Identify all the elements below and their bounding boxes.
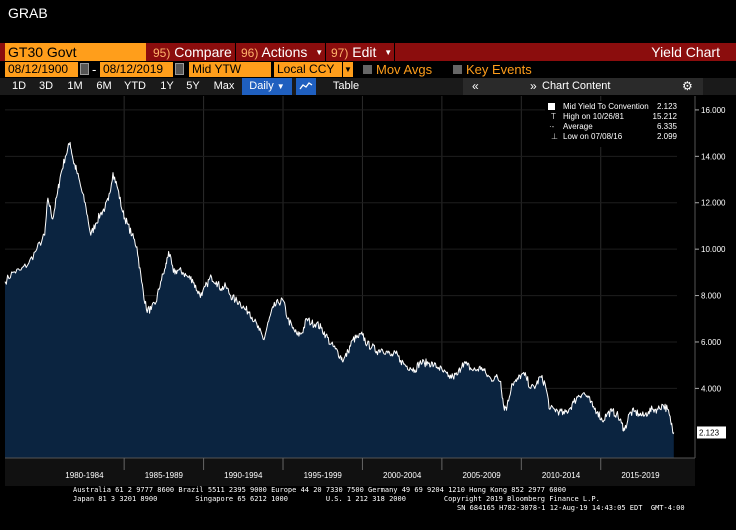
x-tick-label: 2000-2004 bbox=[383, 471, 422, 480]
period-5y[interactable]: 5Y bbox=[186, 80, 200, 92]
period-1d[interactable]: 1D bbox=[11, 80, 27, 92]
window-title: GRAB bbox=[8, 5, 48, 21]
x-tick-label: 2010-2014 bbox=[542, 471, 581, 480]
divider bbox=[394, 43, 395, 61]
legend-low-label: Low on 07/08/16 bbox=[563, 132, 623, 141]
y-axis-panel bbox=[695, 96, 735, 458]
legend-series-value: 2.123 bbox=[656, 102, 677, 111]
chart-content-label[interactable]: Chart Content bbox=[542, 80, 611, 92]
period-max[interactable]: Max bbox=[213, 80, 235, 92]
x-tick-label: 1995-1999 bbox=[304, 471, 343, 480]
double-chevron-left-icon[interactable]: « bbox=[472, 79, 479, 93]
yield-chart[interactable]: 16.000 14.000 12.000 10.000 8.000 6.000 4.000 2… bbox=[4, 96, 735, 486]
edit-number: 97) bbox=[331, 46, 349, 60]
x-tick-label: 1985-1989 bbox=[145, 471, 184, 480]
calendar-icon[interactable] bbox=[80, 63, 89, 75]
y-tick-label: 6.000 bbox=[701, 338, 722, 347]
period-3d[interactable]: 3D bbox=[38, 80, 54, 92]
compare-menu[interactable]: 95) Compare bbox=[153, 43, 232, 61]
chart-title: Yield Chart bbox=[651, 44, 720, 60]
ticker-field[interactable]: GT30 Govt bbox=[5, 43, 146, 61]
x-tick-label: 1980-1984 bbox=[65, 471, 104, 480]
frequency-label: Daily bbox=[249, 80, 274, 92]
legend-high-value: 15.212 bbox=[652, 112, 677, 121]
legend-series-label: Mid Yield To Convention bbox=[563, 102, 649, 111]
x-tick-label: 2015-2019 bbox=[621, 471, 660, 480]
chevron-down-icon: ▼ bbox=[276, 82, 285, 91]
key-events-label[interactable]: Key Events bbox=[466, 62, 532, 77]
edit-label: Edit bbox=[352, 44, 377, 60]
period-1y[interactable]: 1Y bbox=[160, 80, 174, 92]
x-tick-label: 1990-1994 bbox=[224, 471, 263, 480]
period-6m[interactable]: 6M bbox=[96, 80, 112, 92]
high-marker-icon: T bbox=[551, 112, 556, 121]
y-tick-label: 10.000 bbox=[701, 245, 726, 254]
actions-label: Actions bbox=[261, 44, 308, 60]
mov-avgs-checkbox[interactable] bbox=[363, 65, 372, 74]
period-ytd[interactable]: YTD bbox=[124, 80, 146, 92]
edit-menu[interactable]: 97) Edit ▼ bbox=[331, 43, 392, 61]
series-swatch bbox=[548, 103, 555, 110]
double-chevron-right-icon[interactable]: » bbox=[530, 79, 537, 93]
y-tick-label: 16.000 bbox=[701, 106, 726, 115]
legend-high-label: High on 10/26/81 bbox=[563, 112, 624, 121]
legend-low-value: 2.099 bbox=[656, 132, 677, 141]
calendar-icon[interactable] bbox=[175, 63, 184, 75]
legend-average-label: Average bbox=[563, 122, 593, 131]
y-tick-label: 12.000 bbox=[701, 199, 726, 208]
yield-area bbox=[5, 142, 674, 458]
start-date-field[interactable]: 08/12/1900 bbox=[5, 62, 78, 77]
y-tick-label: 8.000 bbox=[701, 292, 722, 301]
yield-line bbox=[4, 141, 675, 435]
chart-area[interactable]: 16.000 14.000 12.000 10.000 8.000 6.000 4.000 2… bbox=[4, 96, 735, 486]
chart-content-bar bbox=[463, 78, 703, 95]
frequency-select[interactable]: Daily ▼ bbox=[242, 78, 292, 95]
chart-legend: Mid Yield To Convention 2.123 T High on … bbox=[545, 101, 679, 147]
currency-select[interactable]: Local CCY bbox=[274, 62, 342, 77]
divider bbox=[325, 43, 326, 61]
key-events-checkbox[interactable] bbox=[453, 65, 462, 74]
last-value-label: 2.123 bbox=[699, 428, 720, 437]
compare-number: 95) bbox=[153, 46, 171, 60]
function-bar bbox=[0, 43, 736, 61]
period-1m[interactable]: 1M bbox=[67, 80, 83, 92]
gear-icon[interactable]: ⚙ bbox=[682, 79, 693, 93]
compare-label: Compare bbox=[174, 44, 232, 60]
field-select[interactable]: Mid YTW bbox=[189, 62, 271, 77]
footer-contacts-2: Japan 81 3 3201 8900 Singapore 65 6212 1… bbox=[73, 495, 600, 503]
footer-session: SN 684165 H782-3078-1 12-Aug-19 14:43:05… bbox=[457, 504, 685, 512]
divider bbox=[235, 43, 236, 61]
chevron-down-icon: ▼ bbox=[315, 48, 324, 57]
footer-contacts-1: Australia 61 2 9777 8600 Brazil 5511 239… bbox=[73, 486, 567, 494]
last-value-tag bbox=[697, 426, 726, 439]
x-axis-panel bbox=[5, 458, 695, 486]
actions-number: 96) bbox=[241, 46, 259, 60]
mov-avgs-label[interactable]: Mov Avgs bbox=[376, 62, 433, 77]
y-tick-label: 4.000 bbox=[701, 384, 722, 393]
actions-menu[interactable]: 96) Actions ▼ bbox=[241, 43, 323, 61]
average-marker-icon: ·- bbox=[549, 122, 555, 131]
date-separator: - bbox=[92, 62, 97, 77]
line-chart-icon[interactable] bbox=[296, 78, 316, 95]
low-marker-icon: ⊥ bbox=[551, 132, 558, 141]
table-button[interactable]: Table bbox=[332, 80, 360, 92]
legend-average-value: 6.335 bbox=[656, 122, 677, 131]
x-tick-label: 2005-2009 bbox=[462, 471, 501, 480]
y-tick-label: 14.000 bbox=[701, 152, 726, 161]
chevron-down-icon[interactable]: ▼ bbox=[343, 62, 353, 77]
end-date-field[interactable]: 08/12/2019 bbox=[100, 62, 173, 77]
chevron-down-icon: ▼ bbox=[384, 48, 393, 57]
